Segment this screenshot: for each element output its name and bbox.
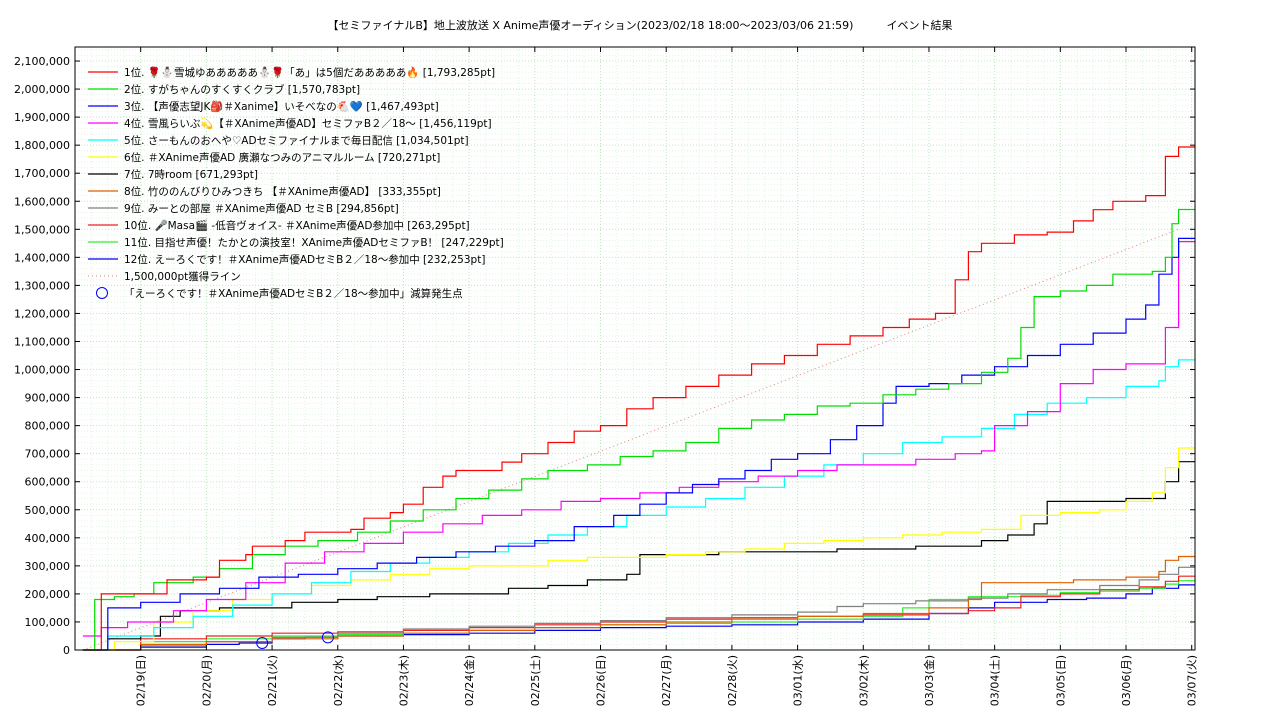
legend-entry: 12位. えーろくです！＃XAnime声優ADセミB２／18～参加中 [232,… (124, 253, 485, 266)
y-tick-label: 200,000 (25, 588, 71, 601)
legend-entry: 3位. 【声優志望JK🎒＃Xanime】いそべなの🐔💙 [1,467,493pt… (124, 100, 439, 113)
x-tick-label: 03/05(日) (1054, 655, 1067, 706)
x-tick-label: 03/01(水) (792, 655, 805, 706)
legend-entry: 1位. 🌹⛄雪城ゆあああああ⛄🌹「あ」は5個だあああああ🔥 [1,793,285… (124, 66, 495, 79)
y-tick-label: 900,000 (25, 392, 71, 405)
series-line (82, 580, 1195, 651)
penalty-markers (256, 631, 334, 649)
chart-title: 【セミファイナルB】地上波放送 X Anime声優オーディション(2023/02… (327, 19, 953, 32)
y-tick-label: 100,000 (25, 616, 71, 629)
plot-frame (74, 46, 1196, 651)
series-line (82, 237, 1195, 651)
y-tick-label: 1,600,000 (14, 195, 70, 208)
y-tick-label: 500,000 (25, 504, 71, 517)
series-line (82, 146, 1195, 651)
x-tick-label: 02/19(日) (135, 655, 148, 706)
legend-entry: 1,500,000pt獲得ライン (124, 270, 241, 283)
y-tick-label: 1,100,000 (14, 335, 70, 348)
y-tick-label: 1,300,000 (14, 279, 70, 292)
legend-entry: 11位. 目指せ声優！たかとの演技室！XAnime声優ADセミファB！ [247… (124, 236, 504, 249)
x-tick-label: 03/02(木) (857, 655, 870, 706)
y-tick-label: 300,000 (25, 560, 71, 573)
x-tick-label: 03/04(土) (989, 655, 1002, 706)
y-tick-label: 1,900,000 (14, 111, 70, 124)
x-tick-label: 02/25(土) (529, 655, 542, 706)
penalty-marker (256, 636, 269, 649)
x-tick-label: 02/28(火) (726, 655, 739, 706)
y-tick-label: 1,800,000 (14, 139, 70, 152)
x-axis-ticks: 02/19(日) 02/20(月) 02/21(火) 02/22(水) 02/23(木)… (135, 47, 1199, 706)
y-tick-label: 400,000 (25, 532, 71, 545)
x-tick-label: 03/06(月) (1120, 655, 1133, 706)
x-tick-label: 03/07(火) (1186, 655, 1199, 706)
series-line (82, 566, 1195, 651)
x-tick-label: 03/03(金) (922, 655, 936, 706)
legend-entry: 9位. みーとの部屋 ＃XAnime声優AD セミB [294,856pt] (124, 202, 399, 215)
grid-lines (74, 47, 1195, 650)
legend-entry: 5位. さーもんのおへや♡ADセミファイナルまで毎日配信 [1,034,501p… (124, 134, 469, 147)
legend-entry: 6位. ＃XAnime声優AD 廣瀬なつみのアニマルルーム [720,271pt… (124, 151, 440, 164)
series-lines (82, 146, 1195, 651)
series-line (82, 461, 1195, 651)
legend-entry: 2位. すがちゃんのすくすくクラブ [1,570,783pt] (124, 83, 360, 96)
legend: 1位. 🌹⛄雪城ゆあああああ⛄🌹「あ」は5個だあああああ🔥 [1,793,285… (88, 66, 504, 300)
x-tick-label: 02/23(木) (397, 655, 410, 706)
legend-entry: 7位. 7時room [671,293pt] (124, 168, 258, 181)
y-tick-label: 1,000,000 (14, 364, 70, 377)
legend-entry: 8位. 竹ののんびりひみつきち 【＃XAnime声優AD】 [333,355pt… (124, 185, 441, 198)
legend-swatch (96, 287, 108, 299)
series-line (82, 208, 1195, 651)
penalty-marker (321, 631, 334, 644)
series-line (82, 555, 1195, 651)
series-line (82, 359, 1195, 651)
y-tick-label: 1,700,000 (14, 167, 70, 180)
x-tick-label: 02/20(月) (200, 655, 213, 706)
x-tick-label: 02/26(日) (595, 655, 608, 706)
y-tick-label: 1,200,000 (14, 307, 70, 320)
y-tick-label: 0 (63, 644, 70, 657)
series-line (82, 241, 1195, 637)
y-tick-label: 2,000,000 (14, 83, 70, 96)
x-tick-label: 02/24(金) (462, 655, 476, 706)
y-tick-label: 1,400,000 (14, 251, 70, 264)
legend-entry: 10位. 🎤Masa🎬 -低音ヴォイス- ＃XAnime声優AD参加中 [263… (124, 219, 470, 232)
y-axis-ticks: 0 100,000 200,000 300,000 400,000 500,000 600,… (14, 55, 1195, 657)
y-tick-label: 700,000 (25, 448, 71, 461)
x-tick-label: 02/27(月) (660, 655, 673, 706)
legend-entry: 「えーろくです！＃XAnime声優ADセミB２／18～参加中」減算発生点 (124, 287, 463, 300)
x-tick-label: 02/21(火) (266, 655, 279, 706)
y-tick-label: 800,000 (25, 420, 71, 433)
y-tick-label: 1,500,000 (14, 223, 70, 236)
legend-entry: 4位. 雪風らいぶ💫【＃XAnime声優AD】セミファB２／18～ [1,456… (124, 117, 492, 130)
series-line (82, 584, 1195, 651)
y-tick-label: 2,100,000 (14, 55, 70, 68)
y-tick-label: 600,000 (25, 476, 71, 489)
x-tick-label: 02/22(水) (332, 655, 345, 706)
